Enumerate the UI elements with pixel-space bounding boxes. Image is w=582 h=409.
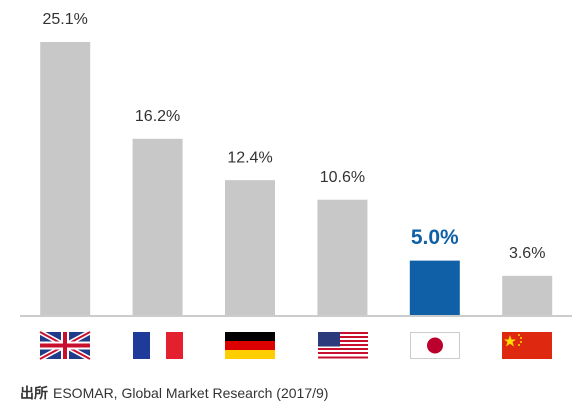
flag-china — [502, 332, 552, 359]
source: 出所 ESOMAR, Global Market Research (2017/9… — [20, 385, 328, 401]
value-label: 5.0% — [411, 226, 459, 249]
bar — [40, 42, 91, 315]
flag-usa — [318, 332, 368, 359]
flag-germany — [225, 332, 275, 359]
bar — [409, 260, 460, 315]
flag-japan — [410, 332, 460, 359]
value-label: 12.4% — [227, 149, 272, 166]
bar — [225, 180, 275, 315]
bar — [132, 138, 183, 315]
value-label: 3.6% — [509, 245, 545, 262]
flag-uk — [38, 329, 92, 362]
source-text: ESOMAR, Global Market Research (2017/9) — [53, 385, 328, 401]
value-label: 10.6% — [320, 169, 365, 186]
source-label: 出所 — [20, 385, 48, 401]
value-label: 25.1% — [43, 11, 88, 28]
bar — [317, 199, 368, 315]
value-label: 16.2% — [135, 108, 180, 125]
bar — [502, 275, 553, 315]
flag-france — [133, 332, 183, 359]
